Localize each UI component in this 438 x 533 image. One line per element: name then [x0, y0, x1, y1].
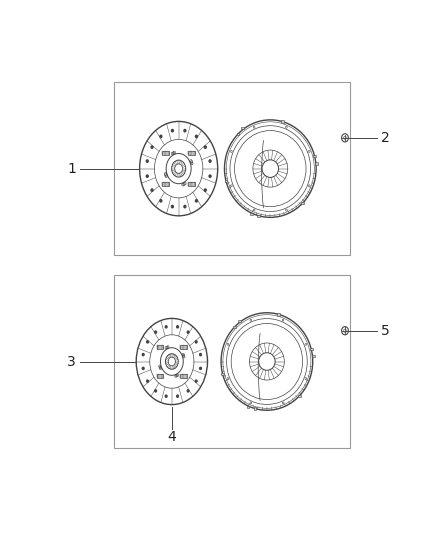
- Circle shape: [171, 205, 173, 208]
- Circle shape: [171, 130, 173, 132]
- Circle shape: [184, 205, 186, 208]
- Bar: [315, 163, 318, 165]
- Circle shape: [146, 175, 148, 177]
- Circle shape: [187, 331, 189, 333]
- Bar: [188, 151, 195, 155]
- Bar: [298, 395, 300, 397]
- Bar: [221, 373, 224, 375]
- Bar: [241, 127, 244, 130]
- Circle shape: [200, 367, 201, 369]
- Bar: [281, 120, 283, 123]
- Bar: [238, 320, 241, 322]
- Circle shape: [147, 380, 148, 382]
- FancyBboxPatch shape: [114, 276, 350, 448]
- Circle shape: [160, 200, 162, 202]
- Bar: [157, 345, 163, 349]
- Circle shape: [195, 341, 197, 343]
- Circle shape: [209, 175, 211, 177]
- Circle shape: [147, 341, 148, 343]
- Text: 1: 1: [67, 161, 76, 175]
- Text: 5: 5: [381, 324, 390, 338]
- Circle shape: [142, 367, 144, 369]
- Bar: [250, 213, 253, 215]
- Bar: [157, 374, 163, 377]
- Circle shape: [177, 395, 178, 397]
- Bar: [310, 348, 313, 350]
- Circle shape: [165, 326, 167, 328]
- Bar: [247, 406, 249, 408]
- Circle shape: [209, 160, 211, 162]
- Bar: [188, 182, 195, 186]
- Bar: [225, 180, 227, 182]
- Bar: [233, 326, 236, 328]
- Bar: [162, 182, 169, 186]
- Circle shape: [204, 146, 206, 148]
- Text: 3: 3: [67, 354, 76, 368]
- Bar: [162, 151, 169, 155]
- Circle shape: [200, 353, 201, 356]
- Circle shape: [142, 353, 144, 356]
- Bar: [180, 345, 187, 349]
- Circle shape: [151, 146, 153, 148]
- Circle shape: [160, 135, 162, 138]
- Circle shape: [151, 189, 153, 191]
- Circle shape: [195, 200, 198, 202]
- Bar: [257, 215, 260, 217]
- Text: 4: 4: [167, 431, 176, 445]
- Circle shape: [187, 390, 189, 392]
- Bar: [254, 408, 256, 410]
- Bar: [180, 374, 187, 377]
- Circle shape: [165, 395, 167, 397]
- Circle shape: [177, 326, 178, 328]
- Circle shape: [146, 160, 148, 162]
- Bar: [312, 355, 315, 358]
- Circle shape: [155, 331, 156, 333]
- Text: 2: 2: [381, 131, 390, 145]
- Circle shape: [184, 130, 186, 132]
- FancyBboxPatch shape: [114, 83, 350, 255]
- Bar: [301, 202, 304, 204]
- Bar: [277, 313, 280, 316]
- Circle shape: [195, 135, 198, 138]
- Circle shape: [204, 189, 206, 191]
- Circle shape: [155, 390, 156, 392]
- Circle shape: [195, 380, 197, 382]
- Bar: [313, 155, 316, 157]
- Bar: [237, 133, 239, 135]
